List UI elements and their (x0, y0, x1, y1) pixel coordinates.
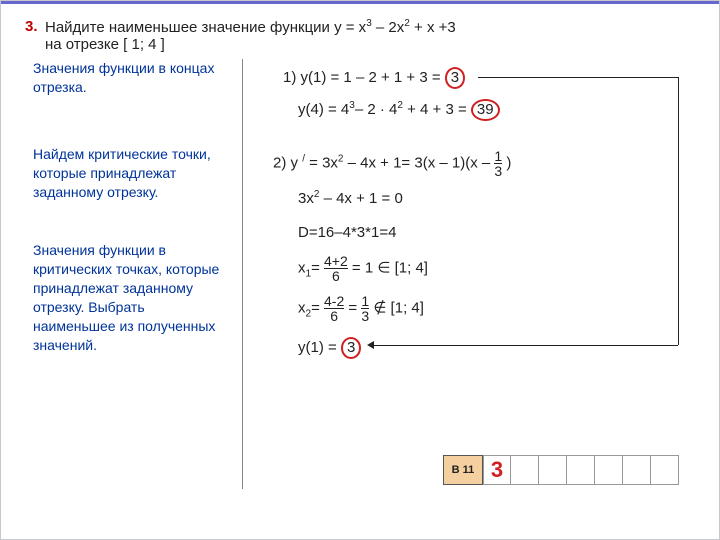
line-x2: x2= 4-26 = 13 ∉ [1; 4] (298, 294, 424, 323)
answer-cell-7 (651, 455, 679, 485)
x2-mid: = (344, 299, 361, 316)
explain-critical: Найдем критические точки, которые принад… (33, 145, 228, 202)
problem-text-2: на отрезке [ 1; 4 ] (45, 36, 165, 53)
answer-cell-2 (511, 455, 539, 485)
y1-result: 3 (445, 67, 465, 89)
deriv-mid2: – 4x + 1= 3(x – 1)(x – (343, 154, 494, 171)
line-y1: 1) y(1) = 1 – 2 + 1 + 3 = 3 (283, 67, 465, 89)
arrow-v1 (678, 77, 679, 345)
x1-eq: = (311, 259, 320, 276)
x2-resfrac: 13 (361, 294, 369, 323)
problem-text-1: Найдите наименьшее значение функции y = … (45, 19, 366, 36)
quad-pre: 3x (298, 190, 314, 207)
top-accent-bar (1, 1, 719, 4)
x1-fn: 4+2 (324, 254, 348, 268)
problem-statement: 3. Найдите наименьшее значение функции y… (45, 18, 691, 53)
x2-int: [1; 4] (386, 299, 424, 316)
problem-text-1c: + x +3 (410, 19, 456, 36)
explain-compare: Значения функции в критических точках, к… (33, 241, 228, 354)
quad-tail: – 4x + 1 = 0 (319, 190, 402, 207)
x2-eq: = (311, 299, 320, 316)
problem-text-1b: – 2x (372, 19, 405, 36)
answer-cell-6 (623, 455, 651, 485)
x2-var: x (298, 299, 306, 316)
x1-res: = 1 (348, 259, 378, 276)
line-y1-again: y(1) = 3 (298, 337, 361, 359)
content-row: Значения функции в концах отрезка. Найде… (1, 59, 719, 489)
line-quadratic: 3x2 – 4x + 1 = 0 (298, 189, 403, 207)
answer-label: В 11 (443, 455, 483, 485)
arrow-h1 (478, 77, 678, 78)
x1-fd: 6 (324, 268, 348, 283)
worksheet-page: 3. Найдите наименьшее значение функции y… (0, 0, 720, 540)
y4-result: 39 (471, 99, 500, 121)
answer-cell-5 (595, 455, 623, 485)
deriv-pre: 2) y (273, 154, 302, 171)
y1b-pre: y(1) = (298, 339, 341, 356)
x1-frac: 4+26 (324, 254, 348, 283)
x2-rd: 3 (361, 308, 369, 323)
y4-pre: y(4) = 4 (298, 101, 349, 118)
answer-box: В 11 3 (443, 455, 679, 485)
line-x1: x1= 4+26 = 1 ∈ [1; 4] (298, 254, 428, 283)
y4-tail: + 4 + 3 = (403, 101, 471, 118)
x2-fd: 6 (324, 308, 344, 323)
solution-column: 1) y(1) = 1 – 2 + 1 + 3 = 3 y(4) = 43– 2… (243, 59, 699, 489)
explanation-column: Значения функции в концах отрезка. Найде… (33, 59, 243, 489)
arrow-h2 (373, 345, 678, 346)
x2-notin: ∉ (373, 299, 386, 316)
answer-cell-1: 3 (483, 455, 511, 485)
explain-endpoints: Значения функции в концах отрезка. (33, 59, 228, 97)
problem-number: 3. (25, 18, 38, 35)
line-discriminant: D=16–4*3*1=4 (298, 224, 396, 241)
x2-rn: 1 (361, 294, 369, 308)
answer-cell-3 (539, 455, 567, 485)
x1-int: [1; 4] (390, 259, 428, 276)
answer-cell-4 (567, 455, 595, 485)
y1-expr: 1) y(1) = 1 – 2 + 1 + 3 = (283, 69, 445, 86)
deriv-tail: ) (502, 154, 511, 171)
x1-in: ∈ (377, 259, 390, 276)
line-derivative: 2) y / = 3x2 – 4x + 1= 3(x – 1)(x – 13 ) (273, 149, 511, 178)
x2-fn: 4-2 (324, 294, 344, 308)
y1b-result: 3 (341, 337, 361, 359)
arrow-head-icon (367, 341, 374, 349)
x1-var: x (298, 259, 306, 276)
line-y4: y(4) = 43– 2 · 42 + 4 + 3 = 39 (298, 99, 500, 121)
y4-mid: – 2 · 4 (355, 101, 398, 118)
x2-frac: 4-26 (324, 294, 344, 323)
deriv-mid: = 3x (305, 154, 338, 171)
answer-cells: 3 (483, 455, 679, 485)
